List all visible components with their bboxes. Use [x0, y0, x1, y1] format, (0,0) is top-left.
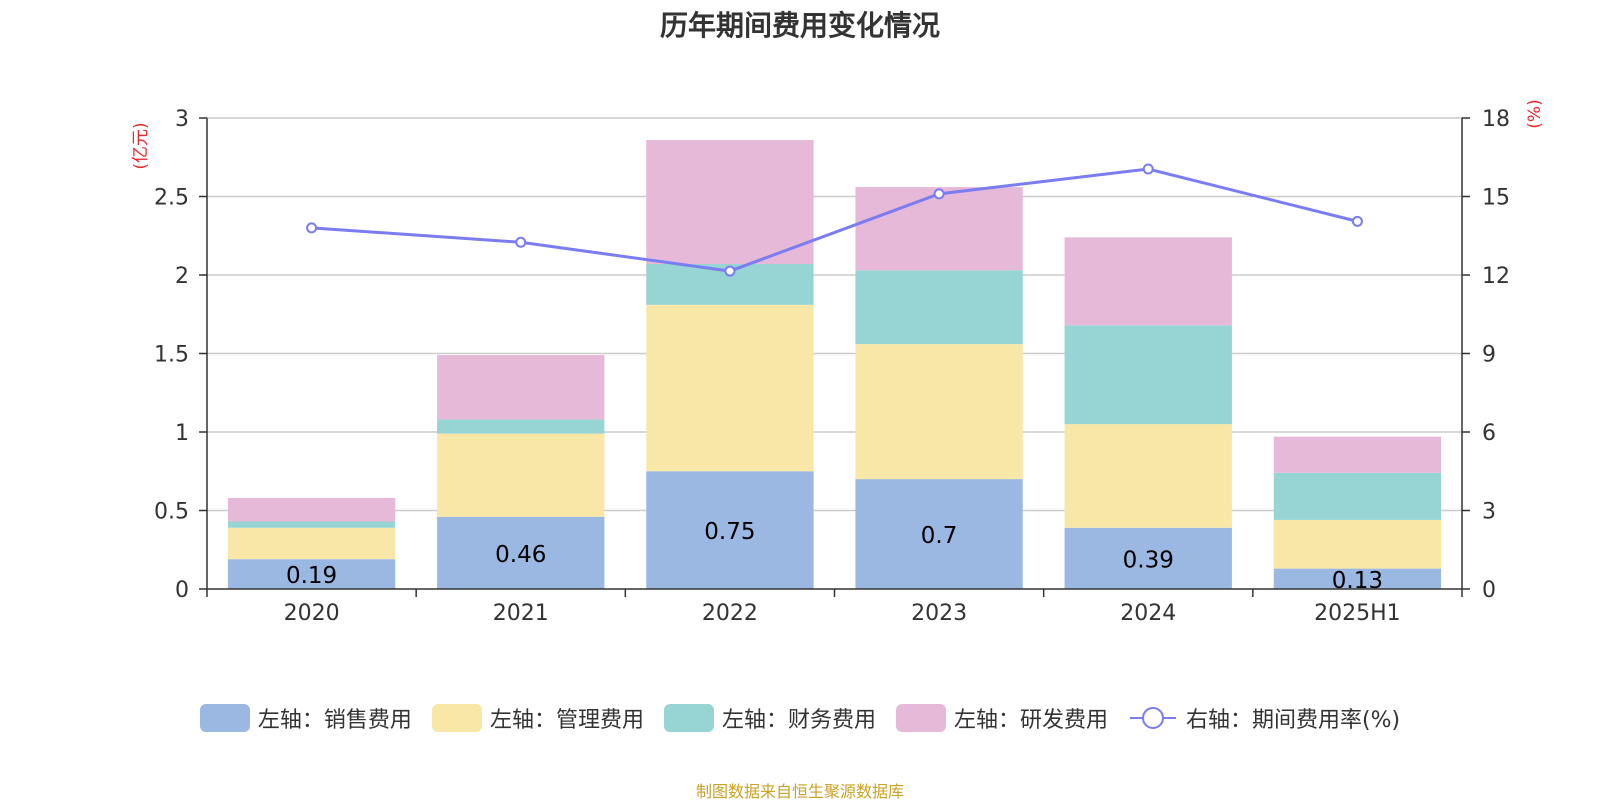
y-right-tick-label: 3: [1482, 500, 1496, 525]
bar-rnd: [437, 355, 605, 420]
data-label: 0.19: [286, 563, 337, 589]
data-label: 0.7: [921, 523, 958, 549]
legend-swatch-sales: [199, 704, 250, 732]
rate-point: [724, 265, 736, 277]
chart-canvas: 0.19 0.46 0.75 0.7 0.39 0.13 0 0.5 1 1.5 2 2.5 3 0 3 6…: [131, 99, 1545, 626]
bar-sales: [437, 516, 605, 589]
bar-rnd: [855, 187, 1023, 271]
rate-point: [933, 188, 945, 200]
legend: 左轴：销售费用 左轴：管理费用 左轴：财务费用 左轴：研发费用 右轴：期间费用率…: [0, 702, 1600, 734]
x-tick-label: 2020: [284, 601, 340, 626]
x-tick-label: 2022: [702, 601, 758, 626]
bar-finance: [1064, 325, 1232, 425]
chart-title: 历年期间费用变化情况: [659, 9, 940, 42]
source-note: 制图数据来自恒生聚源数据库: [695, 782, 904, 801]
legend-item-rnd[interactable]: 左轴：研发费用: [895, 702, 1108, 734]
bar-admin: [855, 344, 1023, 480]
data-label: 0.39: [1123, 547, 1174, 573]
y-left-axis-label: (亿元): [131, 122, 151, 169]
y-right-tick-label: 9: [1482, 343, 1496, 368]
y-left-tick-label: 1: [175, 421, 189, 446]
legend-swatch-admin: [431, 704, 482, 732]
y-left-tick-label: 0.5: [154, 500, 189, 525]
bar-sales: [227, 559, 396, 589]
line-series: [306, 163, 1363, 277]
grid-lines: [207, 117, 1462, 512]
y-right-tick-label: 15: [1482, 186, 1510, 211]
legend-label-rnd: 左轴：研发费用: [953, 708, 1108, 733]
x-tick-label: 2023: [911, 601, 967, 626]
legend-label-admin: 左轴：管理费用: [489, 708, 644, 733]
legend-item-finance[interactable]: 左轴：财务费用: [663, 702, 876, 734]
legend-swatch-finance: [663, 704, 714, 732]
bar-rnd: [646, 139, 814, 265]
y-right-tick-label: 0: [1482, 578, 1496, 603]
bar-sales: [855, 479, 1023, 589]
data-label: 0.46: [495, 542, 546, 568]
bar-admin: [646, 304, 814, 472]
legend-label-sales: 左轴：销售费用: [257, 708, 412, 733]
bar-finance: [437, 419, 605, 434]
bar-series: 0.19 0.46 0.75 0.7 0.39 0.13: [227, 139, 1442, 594]
bar-admin: [1064, 424, 1232, 528]
legend-swatch-rnd: [895, 704, 946, 732]
legend-label-finance: 左轴：财务费用: [721, 708, 876, 733]
rate-point: [1142, 163, 1154, 175]
legend-item-sales[interactable]: 左轴：销售费用: [199, 702, 412, 734]
bar-rnd: [1273, 436, 1442, 473]
bar-finance: [855, 270, 1023, 345]
legend-item-admin[interactable]: 左轴：管理费用: [431, 702, 644, 734]
x-tick-label: 2021: [493, 601, 549, 626]
x-tick-label: 2025H1: [1314, 601, 1401, 626]
rate-point: [1351, 215, 1363, 227]
bar-rnd: [227, 497, 396, 522]
x-tick-label: 2024: [1120, 601, 1176, 626]
data-label: 0.13: [1332, 568, 1383, 594]
bar-rnd: [1064, 237, 1232, 326]
rate-point: [306, 222, 318, 234]
bar-admin: [227, 527, 396, 560]
y-right-tick-label: 18: [1482, 107, 1510, 132]
rate-line: [311, 167, 1358, 273]
bar-admin: [437, 433, 605, 517]
y-right-tick-label: 6: [1482, 421, 1496, 446]
y-left-tick-label: 1.5: [154, 343, 189, 368]
y-right-tick-label: 12: [1482, 264, 1510, 289]
data-label: 0.75: [704, 519, 755, 545]
bar-admin: [1273, 519, 1442, 569]
rate-point: [515, 236, 527, 248]
line-marker-icon: [1129, 707, 1176, 729]
legend-item-rate[interactable]: 右轴：期间费用率(%): [1128, 702, 1400, 734]
bar-sales: [646, 471, 814, 589]
bar-finance: [227, 521, 396, 528]
y-left-tick-label: 3: [175, 107, 189, 132]
legend-label-rate: 右轴：期间费用率(%): [1185, 708, 1401, 733]
y-left-tick-label: 0: [175, 578, 189, 603]
axes: 0 0.5 1 1.5 2 2.5 3 0 3 6 9 12 15 18 (亿元) (%) 2020 2021 20…: [131, 99, 1545, 626]
bar-sales: [1273, 568, 1442, 589]
y-right-axis-label: (%): [1525, 99, 1545, 128]
bar-finance: [1273, 472, 1442, 520]
y-left-tick-label: 2: [175, 264, 189, 289]
bar-sales: [1064, 527, 1232, 589]
y-left-tick-label: 2.5: [154, 186, 189, 211]
